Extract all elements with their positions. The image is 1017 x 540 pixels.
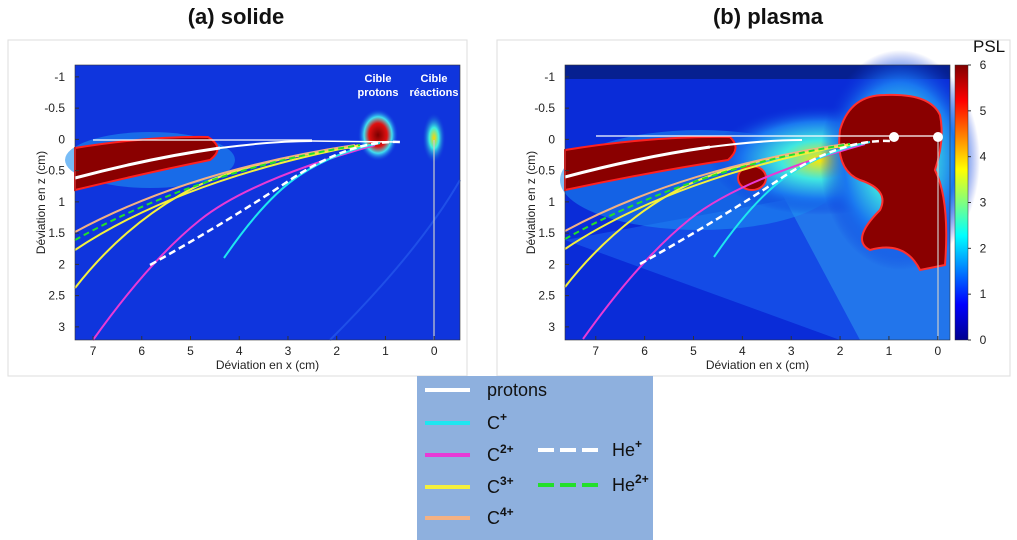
plot-border bbox=[74, 64, 461, 341]
colorbar-tick-label: 1 bbox=[980, 287, 987, 301]
y-tick-label: 3 bbox=[58, 320, 65, 334]
colorbar-tick-label: 2 bbox=[980, 241, 987, 255]
panel-title: (b) plasma bbox=[713, 4, 824, 29]
x-tick-label: 1 bbox=[886, 344, 893, 358]
legend-text: C bbox=[487, 477, 500, 497]
x-tick-label: 4 bbox=[739, 344, 746, 358]
legend-label: He+ bbox=[612, 437, 642, 460]
annotation: protons bbox=[358, 87, 399, 99]
y-tick-label: 1.5 bbox=[538, 226, 555, 240]
x-tick-label: 5 bbox=[187, 344, 194, 358]
legend-label: He2+ bbox=[612, 472, 649, 495]
x-tick-label: 6 bbox=[138, 344, 145, 358]
legend-label: C+ bbox=[487, 410, 507, 433]
colorbar-tick-label: 5 bbox=[980, 104, 987, 118]
legend-text: He bbox=[612, 440, 635, 460]
y-tick-label: -1 bbox=[544, 70, 555, 84]
legend-charge: + bbox=[500, 410, 507, 424]
y-tick-label: 2 bbox=[58, 257, 65, 271]
y-tick-label: 0 bbox=[548, 132, 555, 146]
colorbar bbox=[954, 64, 969, 341]
legend-label: protons bbox=[487, 380, 547, 400]
legend-text: C bbox=[487, 508, 500, 528]
legend-text: C bbox=[487, 445, 500, 465]
legend-text: C bbox=[487, 413, 500, 433]
legend-charge: 4+ bbox=[500, 505, 514, 519]
colorbar-label: PSL bbox=[973, 37, 1005, 56]
annotation: Cible bbox=[421, 73, 448, 85]
y-tick-label: 0.5 bbox=[538, 164, 555, 178]
y-tick-label: 1 bbox=[58, 195, 65, 209]
y-tick-label: -0.5 bbox=[44, 101, 65, 115]
y-tick-label: 1 bbox=[548, 195, 555, 209]
x-tick-label: 6 bbox=[641, 344, 648, 358]
heatmap-b bbox=[560, 50, 980, 341]
x-tick-label: 2 bbox=[333, 344, 340, 358]
x-tick-label: 0 bbox=[934, 344, 941, 358]
legend-text: He bbox=[612, 475, 635, 495]
legend bbox=[417, 376, 653, 540]
colorbar-tick-label: 3 bbox=[980, 196, 987, 210]
y-tick-label: -1 bbox=[54, 70, 65, 84]
legend-charge: 2+ bbox=[500, 442, 514, 456]
x-tick-label: 1 bbox=[382, 344, 389, 358]
y-tick-label: 0.5 bbox=[48, 164, 65, 178]
y-axis-label: Déviation en z (cm) bbox=[34, 151, 48, 254]
colorbar-tick-label: 0 bbox=[980, 333, 987, 347]
x-tick-label: 5 bbox=[690, 344, 697, 358]
annotation: Cible bbox=[365, 73, 392, 85]
legend-charge: + bbox=[635, 437, 642, 451]
y-axis-label: Déviation en z (cm) bbox=[524, 151, 538, 254]
x-tick-label: 7 bbox=[592, 344, 599, 358]
x-tick-label: 0 bbox=[431, 344, 438, 358]
legend-text: protons bbox=[487, 380, 547, 400]
legend-charge: 3+ bbox=[500, 474, 514, 488]
y-tick-label: 2.5 bbox=[48, 289, 65, 303]
x-tick-label: 4 bbox=[236, 344, 243, 358]
x-tick-label: 7 bbox=[90, 344, 97, 358]
x-axis-label: Déviation en x (cm) bbox=[706, 358, 809, 372]
panel-title: (a) solide bbox=[188, 4, 285, 29]
annotation: réactions bbox=[410, 87, 459, 99]
heatmap-a bbox=[65, 65, 461, 342]
y-tick-label: 0 bbox=[58, 132, 65, 146]
y-tick-label: 1.5 bbox=[48, 226, 65, 240]
y-tick-label: 2.5 bbox=[538, 289, 555, 303]
colorbar-tick-label: 6 bbox=[980, 58, 987, 72]
legend-label: C3+ bbox=[487, 474, 514, 497]
legend-charge: 2+ bbox=[635, 472, 649, 486]
x-tick-label: 3 bbox=[788, 344, 795, 358]
legend-label: C4+ bbox=[487, 505, 514, 528]
colorbar-tick-label: 4 bbox=[980, 150, 987, 164]
x-tick-label: 3 bbox=[285, 344, 292, 358]
y-tick-label: 3 bbox=[548, 320, 555, 334]
y-tick-label: 2 bbox=[548, 257, 555, 271]
legend-label: C2+ bbox=[487, 442, 514, 465]
plot-border bbox=[564, 64, 951, 341]
y-tick-label: -0.5 bbox=[534, 101, 555, 115]
x-axis-label: Déviation en x (cm) bbox=[216, 358, 319, 372]
x-tick-label: 2 bbox=[837, 344, 844, 358]
